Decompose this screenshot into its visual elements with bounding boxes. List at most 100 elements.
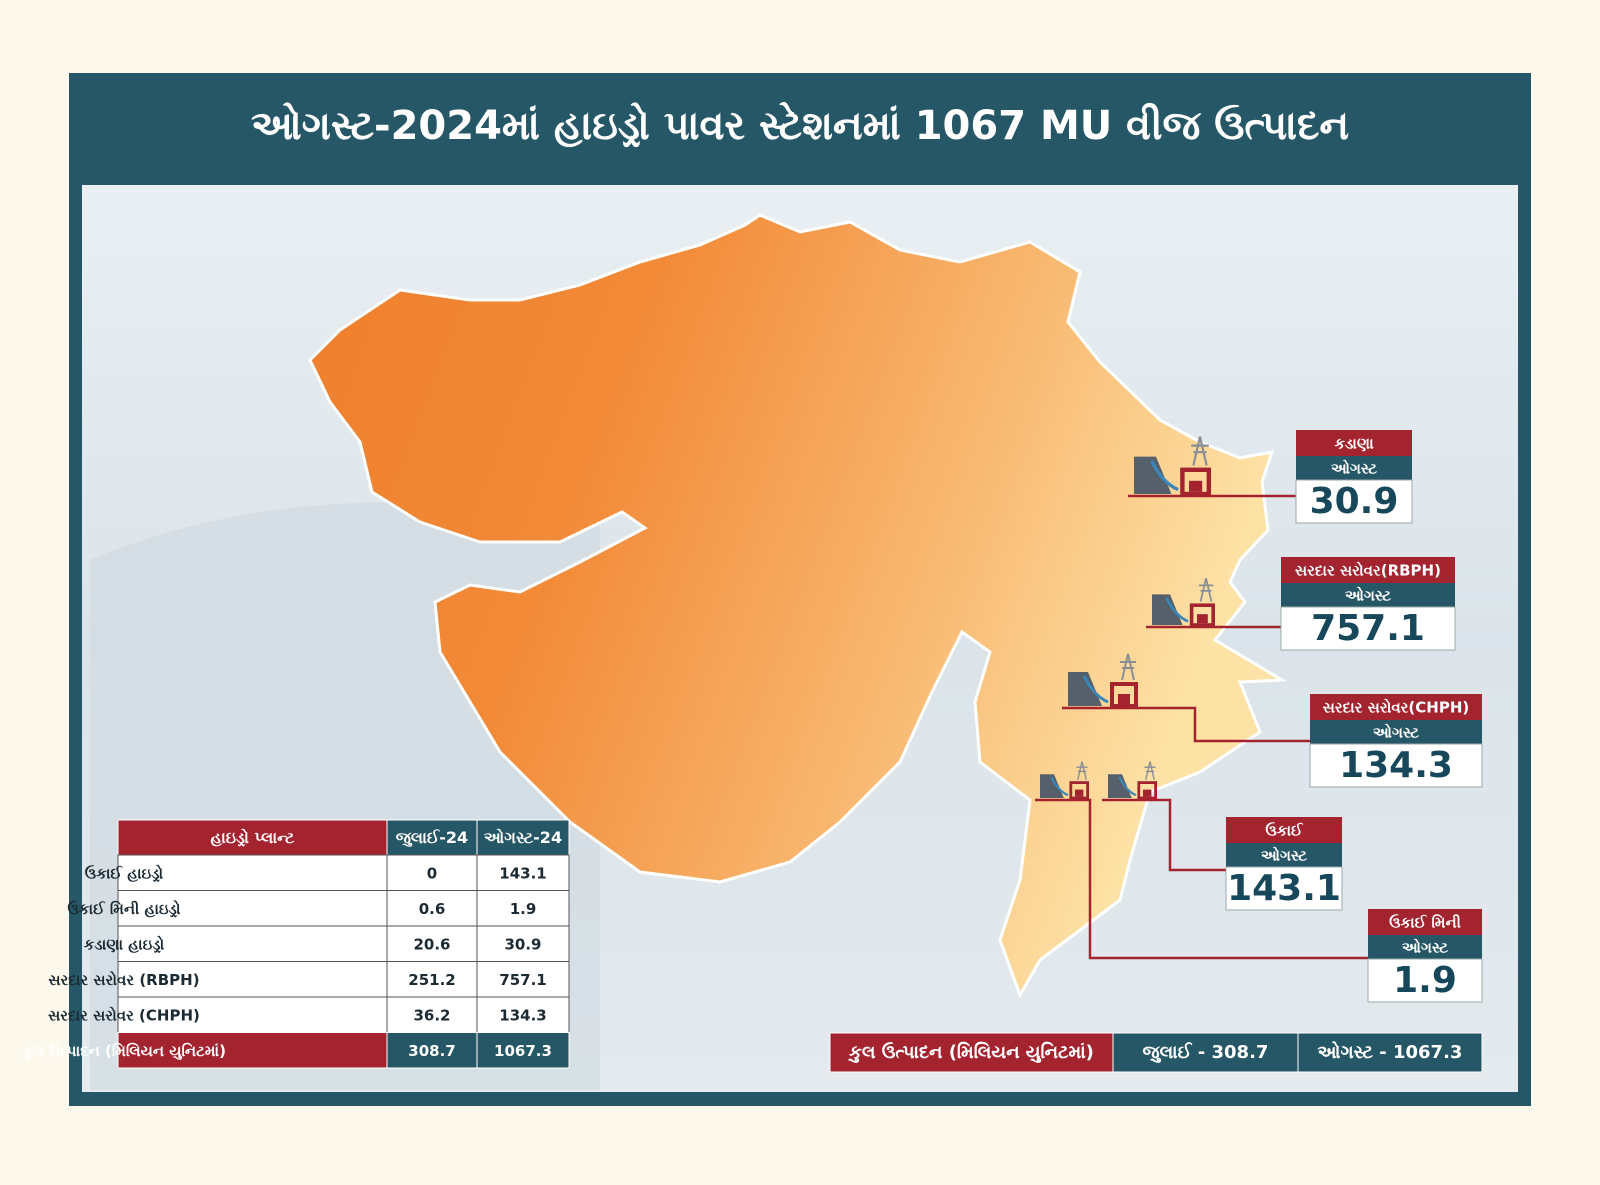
callout-name: ઉકાઈ <box>1265 822 1304 840</box>
generator-icon <box>1197 614 1208 624</box>
table-cell-bg <box>476 925 570 962</box>
callout-label: ઓગસ્ટ <box>1331 459 1377 478</box>
table-cell: 134.3 <box>499 1006 546 1024</box>
table-cell-bg <box>476 996 570 1033</box>
total-bar-text: જુલાઈ - 308.7 <box>1143 1041 1269 1063</box>
pylon-icon <box>1198 577 1214 602</box>
pylon-icon <box>1191 436 1209 466</box>
callout-label-bg <box>1368 935 1482 959</box>
generator-icon <box>1143 789 1152 797</box>
table-cell: સરદાર સરોવર (RBPH) <box>48 970 199 989</box>
dam-icon <box>1134 456 1172 494</box>
table-cell: 0 <box>427 864 437 882</box>
callout-value: 143.1 <box>1227 868 1341 909</box>
leader-line <box>1035 798 1368 960</box>
table-cell-bg <box>386 1032 478 1069</box>
callout-value: 1.9 <box>1393 960 1457 1001</box>
table-cell: 0.6 <box>419 900 446 918</box>
water-icon <box>1050 776 1069 797</box>
generator-icon <box>1118 694 1130 704</box>
callout-label: ઓગસ્ટ <box>1373 723 1419 742</box>
callout-label-bg <box>1226 843 1342 867</box>
dam-icon <box>1152 594 1183 625</box>
pylon-icon <box>1144 761 1156 780</box>
table-cell-bg <box>386 890 478 927</box>
callout-label: ઓગસ્ટ <box>1402 938 1448 957</box>
callout-label-bg <box>1296 456 1412 480</box>
table-cell: સરદાર સરોવર (CHPH) <box>48 1005 200 1024</box>
callout-name-bg <box>1310 694 1482 720</box>
dam-icon <box>1040 774 1064 798</box>
table-cell: ઉકાઈ મિની હાઇડ્રો <box>67 899 180 918</box>
callout-label: ઓગસ્ટ <box>1345 586 1391 605</box>
powerhouse-icon <box>1189 603 1215 627</box>
callout-name: કડાણા <box>1334 435 1374 453</box>
table-cell: 20.6 <box>413 935 450 953</box>
water-icon <box>1118 776 1137 797</box>
total-bar-cell <box>1297 1032 1483 1073</box>
table-cell: 30.9 <box>504 935 541 953</box>
callout-name-bg <box>1296 430 1412 456</box>
callout-name-bg <box>1226 817 1342 843</box>
table-cell-bg <box>117 854 388 891</box>
generator-icon <box>1075 789 1084 797</box>
dam-icon <box>1068 672 1102 706</box>
callout-value-bg <box>1295 479 1413 524</box>
pylon-icon <box>1120 653 1136 681</box>
table-cell-bg <box>117 1032 388 1069</box>
callout-label-bg <box>1310 720 1482 744</box>
table-cell-bg <box>386 854 478 891</box>
total-bar-cell <box>1112 1032 1299 1073</box>
table-cell: 757.1 <box>499 971 546 989</box>
callout-value: 134.3 <box>1339 745 1453 786</box>
generator-icon <box>1189 480 1203 492</box>
callout-value-bg <box>1309 743 1483 788</box>
table-cell-bg <box>117 996 388 1033</box>
table-cell: 1067.3 <box>494 1042 552 1060</box>
callout-value-bg <box>1280 606 1456 651</box>
table-cell: કડાણા હાઇડ્રો <box>84 934 165 953</box>
table-cell: 1.9 <box>510 900 537 918</box>
leader-line <box>1102 798 1226 872</box>
powerhouse-icon <box>1110 682 1138 708</box>
powerhouse-icon <box>1180 467 1212 497</box>
title: ઓગસ્ટ-2024માં હાઇડ્રો પાવર સ્ટેશનમાં 106… <box>251 102 1349 149</box>
water-icon <box>1165 597 1189 623</box>
table-cell: 143.1 <box>499 864 546 882</box>
table-header: જુલાઈ-24 <box>396 828 468 848</box>
callout-value-bg <box>1225 866 1343 911</box>
powerhouse-icon <box>1069 781 1090 800</box>
table-header-cell <box>476 819 570 856</box>
callout-label-bg <box>1281 583 1455 607</box>
table-cell: 36.2 <box>413 1006 450 1024</box>
callout-label: ઓગસ્ટ <box>1261 846 1307 865</box>
table-cell-bg <box>476 854 570 891</box>
total-bar-text: ઓગસ્ટ - 1067.3 <box>1318 1041 1463 1063</box>
callout-value-bg <box>1367 958 1483 1003</box>
table-cell-bg <box>117 890 388 927</box>
water-icon <box>1082 675 1109 704</box>
callout-name: ઉકાઈ મિની <box>1389 914 1461 932</box>
table-header: ઓગસ્ટ-24 <box>484 827 562 847</box>
pylon-icon <box>1076 761 1088 780</box>
total-bar-cell <box>829 1032 1114 1073</box>
table-cell-bg <box>476 890 570 927</box>
dam-icon <box>1108 774 1132 798</box>
table-cell-bg <box>386 996 478 1033</box>
callout-name: સરદાર સરોવર(RBPH) <box>1295 561 1441 580</box>
water-icon <box>1150 460 1179 492</box>
table-cell-bg <box>117 961 388 998</box>
table-cell-bg <box>476 961 570 998</box>
callout-name: સરદાર સરોવર(CHPH) <box>1323 698 1470 717</box>
callout-value: 30.9 <box>1310 481 1399 522</box>
table-cell: કુલ ઉત્પાદન (મિલિયન યુનિટમાં) <box>20 1042 225 1060</box>
table-cell: 308.7 <box>408 1042 455 1060</box>
table-cell-bg <box>476 1032 570 1069</box>
callout-name-bg <box>1368 909 1482 935</box>
callout-name-bg <box>1281 557 1455 583</box>
table-cell: ઉકાઈ હાઇડ્રો <box>85 863 164 882</box>
powerhouse-icon <box>1137 781 1158 800</box>
total-bar-text: કુલ ઉત્પાદન (મિલિયન યુનિટમાં) <box>847 1041 1094 1063</box>
